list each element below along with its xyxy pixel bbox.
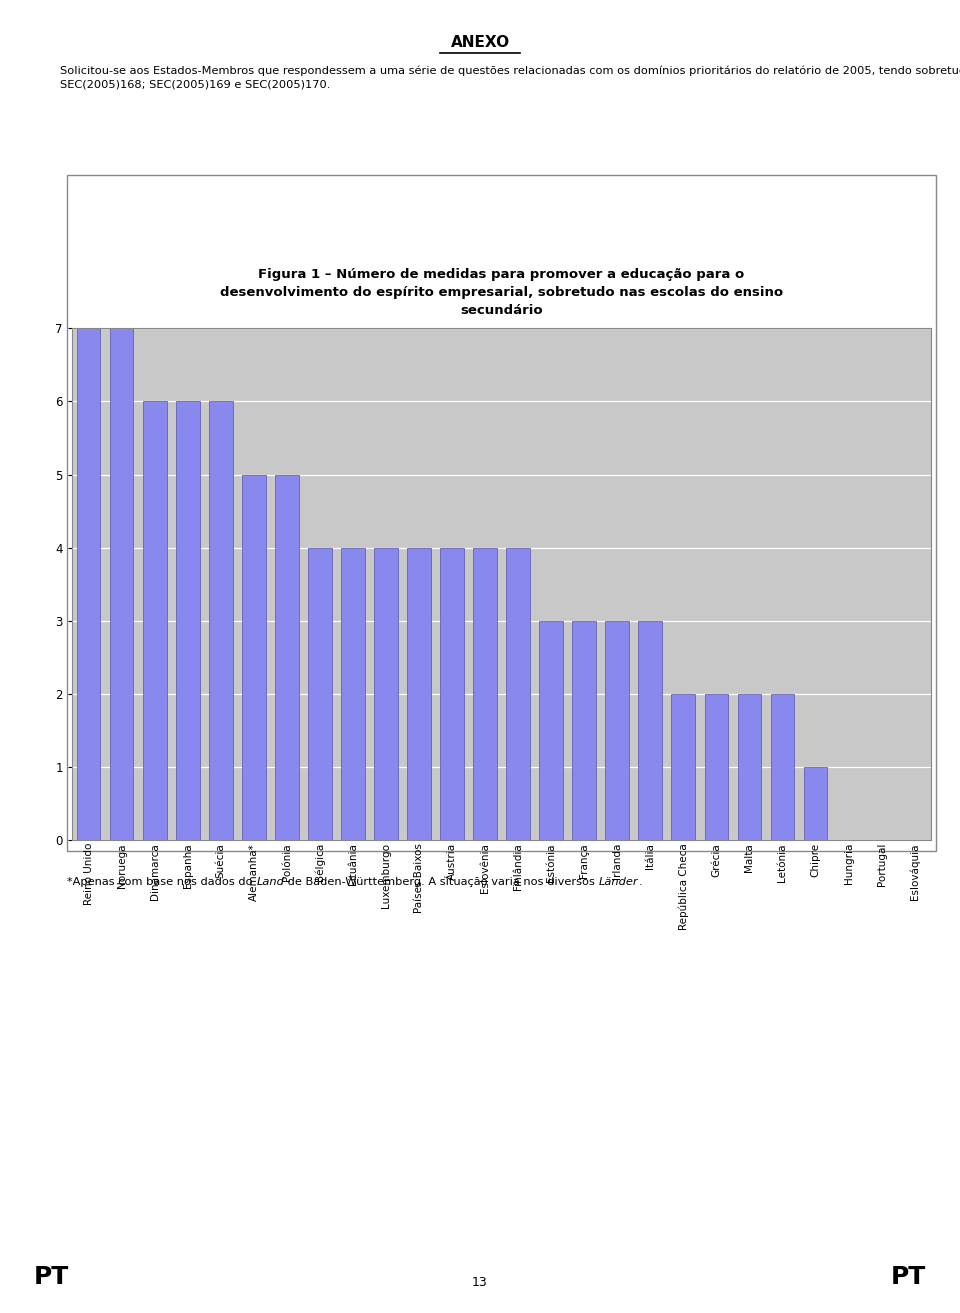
- Bar: [705, 695, 729, 840]
- Bar: [341, 548, 365, 840]
- Text: Land: Land: [256, 877, 284, 888]
- Bar: [540, 621, 564, 840]
- Text: PT: PT: [891, 1266, 926, 1289]
- Bar: [804, 767, 828, 840]
- Bar: [67, 175, 936, 851]
- Bar: [737, 695, 761, 840]
- Text: 13: 13: [472, 1276, 488, 1289]
- Bar: [506, 548, 530, 840]
- Bar: [209, 402, 232, 840]
- Bar: [572, 621, 596, 840]
- Bar: [176, 402, 200, 840]
- Bar: [374, 548, 397, 840]
- Bar: [77, 328, 101, 840]
- Bar: [771, 695, 794, 840]
- Bar: [440, 548, 464, 840]
- Bar: [671, 695, 695, 840]
- Bar: [473, 548, 497, 840]
- Bar: [275, 474, 299, 840]
- Text: ANEXO: ANEXO: [450, 35, 510, 50]
- Title: Figura 1 – Número de medidas para promover a educação para o
desenvolvimento do : Figura 1 – Número de medidas para promov…: [220, 268, 783, 318]
- Bar: [308, 548, 332, 840]
- Text: *Apenas com base nos dados do: *Apenas com base nos dados do: [67, 877, 256, 888]
- Bar: [407, 548, 431, 840]
- Text: Länder: Länder: [599, 877, 638, 888]
- Bar: [606, 621, 629, 840]
- Text: PT: PT: [34, 1266, 69, 1289]
- Bar: [109, 328, 133, 840]
- Bar: [242, 474, 266, 840]
- Bar: [638, 621, 662, 840]
- Text: de Baden-Württemberg. A situação varia nos diversos: de Baden-Württemberg. A situação varia n…: [284, 877, 599, 888]
- Bar: [143, 402, 166, 840]
- Text: Solicitou-se aos Estados-Membros que respondessem a uma série de questões relaci: Solicitou-se aos Estados-Membros que res…: [60, 66, 960, 89]
- Text: .: .: [638, 877, 642, 888]
